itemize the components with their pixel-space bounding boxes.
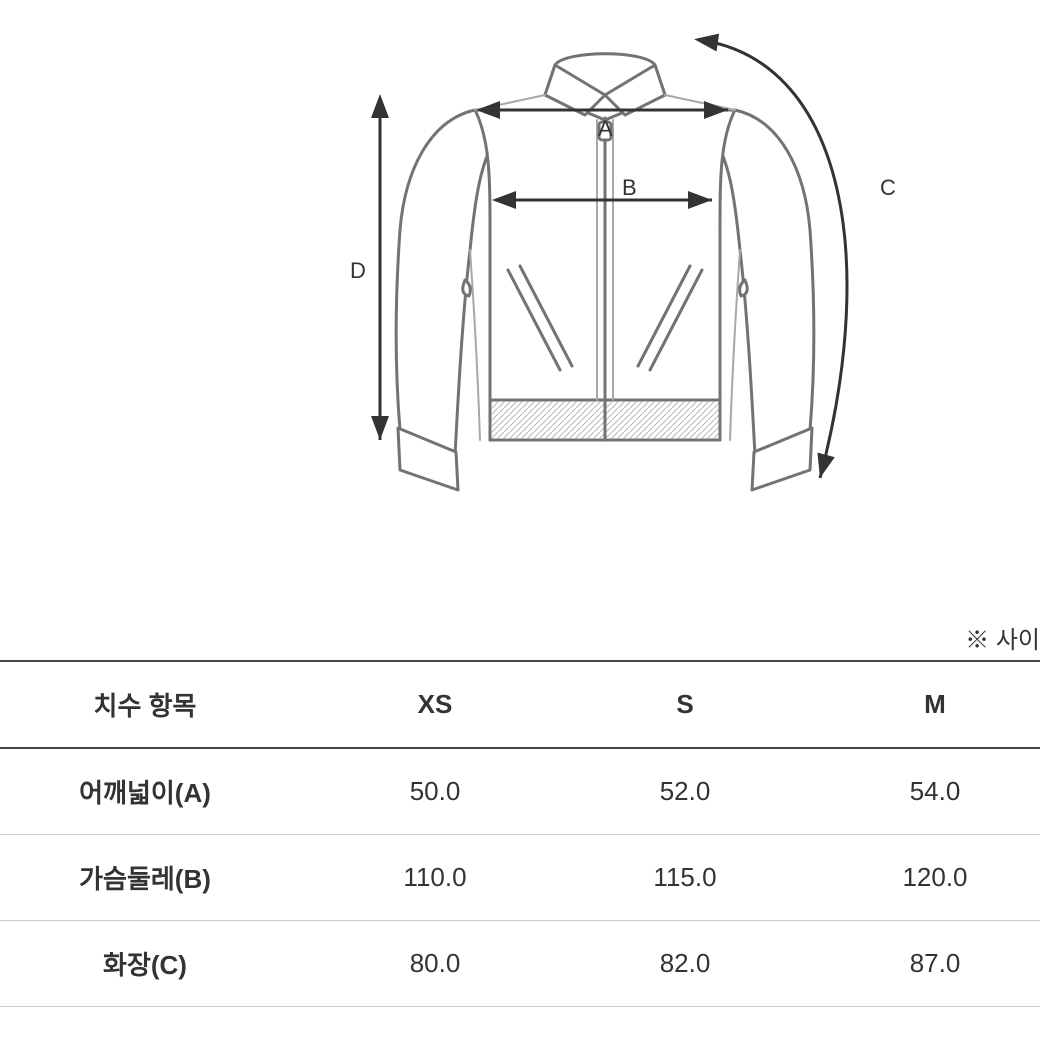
cell: 80.0	[310, 921, 560, 1007]
size-table-body: 어깨넓이(A) 50.0 52.0 54.0 가슴둘레(B) 110.0 115…	[0, 748, 1040, 1007]
cell: 52.0	[560, 748, 810, 835]
cell: 115.0	[560, 835, 810, 921]
dim-label-a: A	[598, 116, 613, 142]
size-col-m: M	[810, 661, 1040, 748]
dim-label-b: B	[622, 175, 637, 201]
cell: 82.0	[560, 921, 810, 1007]
jacket-diagram: A B C D	[0, 0, 1040, 520]
cell: 110.0	[310, 835, 560, 921]
size-table-header-label: 치수 항목	[0, 661, 310, 748]
table-row: 화장(C) 80.0 82.0 87.0	[0, 921, 1040, 1007]
row-label: 화장(C)	[0, 921, 310, 1007]
cell: 54.0	[810, 748, 1040, 835]
row-label: 가슴둘레(B)	[0, 835, 310, 921]
jacket-svg	[0, 0, 1040, 520]
table-row: 어깨넓이(A) 50.0 52.0 54.0	[0, 748, 1040, 835]
cell: 120.0	[810, 835, 1040, 921]
size-col-xs: XS	[310, 661, 560, 748]
size-table: 치수 항목 XS S M 어깨넓이(A) 50.0 52.0 54.0 가슴둘레…	[0, 660, 1040, 1007]
size-table-head: 치수 항목 XS S M	[0, 661, 1040, 748]
size-col-s: S	[560, 661, 810, 748]
size-note: ※ 사이	[965, 620, 1040, 655]
cell: 50.0	[310, 748, 560, 835]
cell: 87.0	[810, 921, 1040, 1007]
row-label: 어깨넓이(A)	[0, 748, 310, 835]
dim-label-c: C	[880, 175, 896, 201]
dim-label-d: D	[350, 258, 366, 284]
table-row: 가슴둘레(B) 110.0 115.0 120.0	[0, 835, 1040, 921]
